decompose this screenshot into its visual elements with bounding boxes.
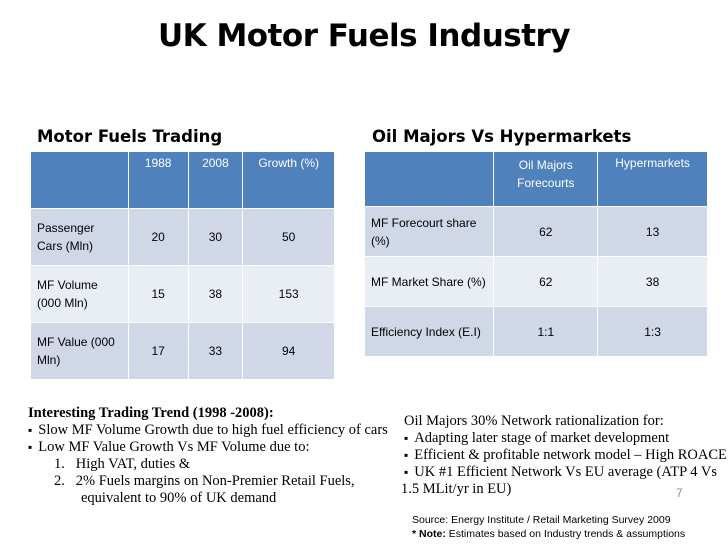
source-line: Source: Energy Institute / Retail Market… xyxy=(412,514,671,526)
table-cell: 62 xyxy=(493,256,599,307)
table-cell: 38 xyxy=(597,256,708,307)
header-cell: 1988 xyxy=(127,151,189,209)
table-cell: 38 xyxy=(187,265,244,323)
header-cell: Growth (%) xyxy=(242,151,335,209)
table-cell: 50 xyxy=(242,208,335,266)
source-note: Source: Energy Institute / Retail Market… xyxy=(412,513,726,541)
table-cell: 33 xyxy=(187,322,244,380)
table-row: MF Value (000 Mln) 17 33 94 xyxy=(30,322,335,380)
table-cell: 94 xyxy=(242,322,335,380)
trend-numbered-item: 2. 2% Fuels margins on Non-Premier Retai… xyxy=(54,473,355,489)
header-cell: Hypermarkets xyxy=(597,151,708,207)
header-cell: 2008 xyxy=(187,151,244,209)
note-line: * Note: Estimates based on Industry tren… xyxy=(412,527,726,541)
trend-numbered-item-cont: equivalent to 90% of UK demand xyxy=(81,490,277,506)
row-label: Efficiency Index (E.I) xyxy=(363,306,495,357)
oil-majors-table: Oil Majors Forecourts Hypermarkets MF Fo… xyxy=(363,151,708,357)
motor-fuels-heading: Motor Fuels Trading xyxy=(37,127,223,146)
trend-bullet: Slow MF Volume Growth due to high fuel e… xyxy=(28,422,398,439)
network-bullet: UK #1 Efficient Network Vs EU average (A… xyxy=(404,464,724,481)
table-cell: 153 xyxy=(242,265,335,323)
table-header-row: Oil Majors Forecourts Hypermarkets xyxy=(363,151,708,207)
row-label: Passenger Cars (Mln) xyxy=(30,208,129,266)
network-bullet-cont: 1.5 MLit/yr in EU) xyxy=(401,481,512,497)
table-cell: 20 xyxy=(127,208,189,266)
table-cell: 1:1 xyxy=(493,306,599,357)
page-number: 7 xyxy=(676,486,683,500)
table-row: Passenger Cars (Mln) 20 30 50 xyxy=(30,208,335,266)
row-label: MF Market Share (%) xyxy=(363,256,495,307)
trading-trend-notes: Interesting Trading Trend (1998 -2008): … xyxy=(28,405,398,507)
network-notes: Oil Majors 30% Network rationalization f… xyxy=(401,413,727,498)
motor-fuels-table: 1988 2008 Growth (%) Passenger Cars (Mln… xyxy=(30,151,335,380)
row-label: MF Forecourt share (%) xyxy=(363,206,495,257)
table-header-row: 1988 2008 Growth (%) xyxy=(30,151,335,209)
network-heading: Oil Majors 30% Network rationalization f… xyxy=(404,413,664,429)
table-row: MF Volume (000 Mln) 15 38 153 xyxy=(30,265,335,323)
note-label: * Note: xyxy=(412,528,446,540)
row-label: MF Value (000 Mln) xyxy=(30,322,129,380)
header-cell xyxy=(363,151,495,207)
header-cell xyxy=(30,151,129,209)
table-row: MF Market Share (%) 62 38 xyxy=(363,256,708,307)
header-cell: Oil Majors Forecourts xyxy=(493,151,599,207)
slide-title: UK Motor Fuels Industry xyxy=(157,18,571,54)
row-label: MF Volume (000 Mln) xyxy=(30,265,129,323)
table-cell: 62 xyxy=(493,206,599,257)
table-cell: 13 xyxy=(597,206,708,257)
trend-numbered-item: 1. High VAT, duties & xyxy=(54,456,191,472)
network-bullet: Adapting later stage of market developme… xyxy=(404,430,724,447)
trend-heading: Interesting Trading Trend (1998 -2008): xyxy=(28,405,274,421)
note-text: Estimates based on Industry trends & ass… xyxy=(445,528,686,540)
table-cell: 30 xyxy=(187,208,244,266)
table-cell: 15 xyxy=(127,265,189,323)
oil-majors-heading: Oil Majors Vs Hypermarkets xyxy=(372,127,632,146)
table-cell: 17 xyxy=(127,322,189,380)
network-bullet: Efficient & profitable network model – H… xyxy=(404,447,727,464)
table-cell: 1:3 xyxy=(597,306,708,357)
table-row: MF Forecourt share (%) 62 13 xyxy=(363,206,708,257)
trend-bullet: Low MF Value Growth Vs MF Volume due to: xyxy=(28,439,398,456)
table-row: Efficiency Index (E.I) 1:1 1:3 xyxy=(363,306,708,357)
